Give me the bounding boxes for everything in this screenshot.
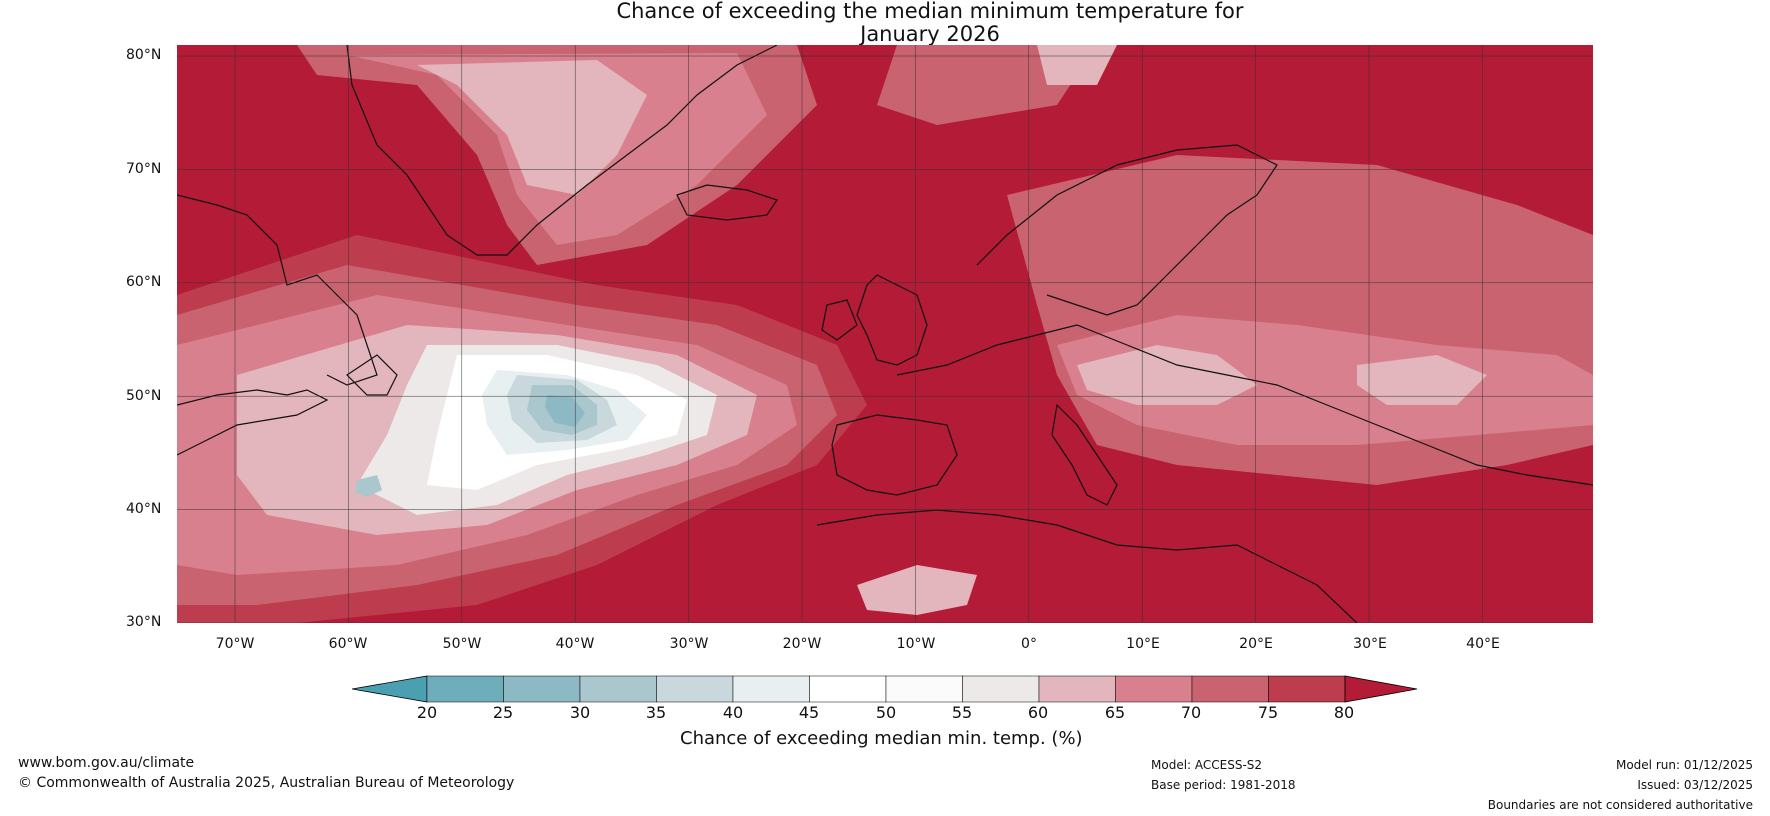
coast-scandinavia (976, 144, 1278, 316)
colorbar-tick-45: 45 (798, 703, 820, 722)
colorbar-segment (809, 675, 887, 703)
lon-label-40e: 40°E (1466, 636, 1500, 652)
colorbar-segment (885, 675, 963, 703)
lat-label-80n: 80°N (126, 47, 162, 63)
lat-label-40n: 40°N (126, 501, 162, 517)
lon-label-30e: 30°E (1353, 636, 1387, 652)
lon-label-60w: 60°W (328, 636, 368, 652)
footer-copyright: © Commonwealth of Australia 2025, Austra… (18, 775, 515, 791)
colorbar-tick-60: 60 (1027, 703, 1049, 722)
lon-label-20e: 20°E (1239, 636, 1273, 652)
title-line-2: January 2026 (860, 22, 1000, 46)
footer-website[interactable]: www.bom.gov.au/climate (18, 755, 195, 771)
lat-label-70n: 70°N (126, 161, 162, 177)
coastlines (177, 45, 1593, 623)
colorbar-tick-55: 55 (951, 703, 973, 722)
region-greenland-band60 (417, 60, 647, 195)
colorbar-segment (1268, 675, 1346, 703)
footer-model: Model: ACCESS-S2 (1151, 758, 1263, 772)
lon-label-20w: 20°W (782, 636, 822, 652)
region-europe-band60-east (1357, 355, 1487, 405)
coast-british-isles (821, 274, 928, 366)
lon-label-70w: 70°W (215, 636, 255, 652)
colorbar-segment (1191, 675, 1269, 703)
coast-nova-scotia (177, 389, 329, 456)
lon-label-10w: 10°W (896, 636, 936, 652)
colorbar-tick-20: 20 (416, 703, 438, 722)
colorbar-segment (732, 675, 810, 703)
colorbar-segment (579, 675, 657, 703)
lat-label-30n: 30°N (126, 614, 162, 630)
colorbar-tick-65: 65 (1104, 703, 1126, 722)
lon-label-10e: 10°E (1126, 636, 1160, 652)
colorbar-arrow-low (352, 675, 428, 703)
map-title: Chance of exceeding the median minimum t… (0, 0, 1770, 46)
colorbar-segments (352, 675, 1418, 703)
footer-disclaimer: Boundaries are not considered authoritat… (1487, 798, 1753, 812)
region-europe-band60 (1077, 345, 1257, 405)
region-africa-band60 (857, 565, 977, 615)
footer-model-run: Model run: 01/12/2025 (1615, 758, 1753, 772)
lon-label-30w: 30°W (669, 636, 709, 652)
coast-europe (896, 324, 1593, 486)
colorbar-label: Chance of exceeding median min. temp. (%… (680, 728, 1083, 749)
colorbar-tick-50: 50 (875, 703, 897, 722)
graticule (177, 45, 1593, 623)
lon-label-0: 0° (1021, 636, 1037, 652)
colorbar-arrow-high (1344, 675, 1418, 703)
coast-newfoundland (346, 354, 398, 396)
colorbar-tick-30: 30 (569, 703, 591, 722)
colorbar-segment (1115, 675, 1193, 703)
colorbar-segment (656, 675, 734, 703)
lon-label-50w: 50°W (442, 636, 482, 652)
colorbar-tick-75: 75 (1257, 703, 1279, 722)
colorbar-tick-80: 80 (1333, 703, 1355, 722)
region-europe-band65 (1057, 315, 1593, 445)
coast-labrador (177, 194, 378, 386)
lat-label-50n: 50°N (126, 388, 162, 404)
lat-label-60n: 60°N (126, 274, 162, 290)
colorbar-tick-70: 70 (1180, 703, 1202, 722)
coast-africa (816, 509, 1358, 623)
colorbar-segment (962, 675, 1040, 703)
region-arctic-band60 (1037, 45, 1117, 85)
colorbar (352, 675, 1418, 703)
footer-issued: Issued: 03/12/2025 (1637, 778, 1753, 792)
colorbar-tick-35: 35 (645, 703, 667, 722)
coast-italy (1051, 403, 1118, 506)
colorbar-tick-25: 25 (492, 703, 514, 722)
coast-greenland (346, 45, 778, 256)
colorbar-segment (426, 675, 504, 703)
colorbar-segment (1038, 675, 1116, 703)
region-atlantic-band30-small (355, 475, 382, 497)
forecast-map (177, 45, 1593, 623)
colorbar-tick-40: 40 (722, 703, 744, 722)
colorbar-segment (503, 675, 581, 703)
title-line-1: Chance of exceeding the median minimum t… (616, 0, 1244, 23)
coast-iberia (831, 414, 958, 496)
coast-iceland (676, 184, 778, 221)
lon-label-40w: 40°W (555, 636, 595, 652)
footer-base-period: Base period: 1981-2018 (1151, 778, 1296, 792)
